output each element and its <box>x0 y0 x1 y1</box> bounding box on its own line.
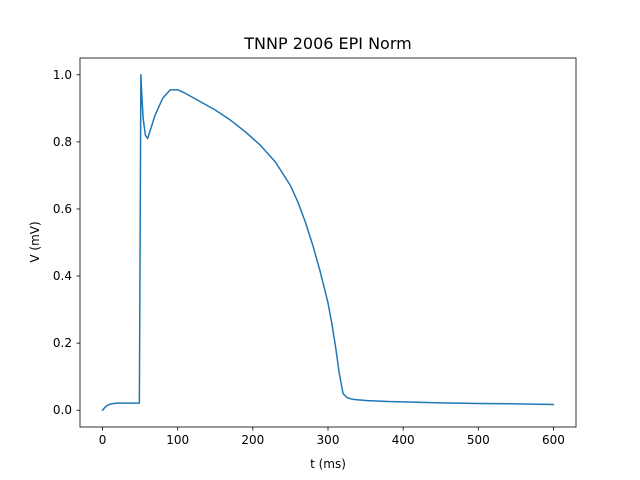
y-tick-label: 0.4 <box>53 269 72 283</box>
y-tick-label: 1.0 <box>53 68 72 82</box>
y-tick-label: 0.0 <box>53 403 72 417</box>
x-tick-label: 600 <box>542 433 565 447</box>
x-tick-label: 200 <box>241 433 264 447</box>
y-axis-label: V (mV) <box>28 221 42 262</box>
x-tick-label: 500 <box>467 433 490 447</box>
plot-frame <box>79 57 577 428</box>
chart-title: TNNP 2006 EPI Norm <box>243 34 411 53</box>
y-axis: 0.0 0.2 0.4 0.6 0.8 1.0 <box>53 68 80 417</box>
x-tick-label: 0 <box>99 433 107 447</box>
series-line-0 <box>101 74 555 411</box>
x-tick-label: 300 <box>317 433 340 447</box>
y-tick-label: 0.8 <box>53 135 72 149</box>
plot-area <box>79 57 577 428</box>
x-tick-label: 400 <box>392 433 415 447</box>
x-tick-label: 100 <box>166 433 189 447</box>
x-axis: 0 100 200 300 400 500 600 <box>99 427 565 447</box>
y-tick-label: 0.6 <box>53 202 72 216</box>
x-axis-label: t (ms) <box>310 457 346 471</box>
y-tick-label: 0.2 <box>53 336 72 350</box>
